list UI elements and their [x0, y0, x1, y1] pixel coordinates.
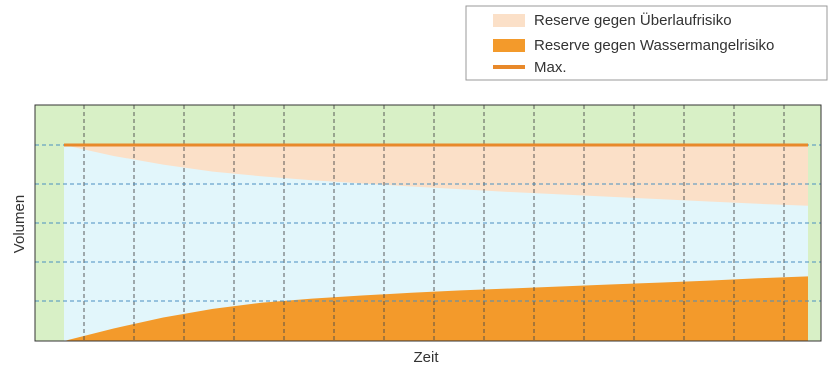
legend-item: Reserve gegen Überlaufrisiko [493, 11, 732, 29]
chart-frame [34, 104, 822, 342]
gridlines [35, 105, 821, 341]
legend-swatch [493, 14, 525, 27]
plot-area [34, 104, 822, 342]
legend-label: Max. [534, 59, 567, 76]
legend-item: Reserve gegen Wassermangelrisiko [493, 37, 774, 54]
series-overflow-reserve-band [64, 145, 808, 206]
legend-swatch [493, 39, 525, 52]
x-axis-label: Zeit [413, 349, 439, 366]
y-axis-label: Volumen [11, 195, 28, 253]
legend-item: Max. [493, 59, 567, 76]
legend-swatch [493, 65, 525, 69]
legend-label: Reserve gegen Wassermangelrisiko [534, 37, 774, 54]
series-water-shortage-reserve-area [64, 276, 808, 341]
legend-box [465, 5, 828, 81]
legend: Reserve gegen Überlaufrisiko Reserve gege… [465, 5, 828, 81]
legend-label: Reserve gegen Überlaufrisiko [534, 11, 732, 29]
